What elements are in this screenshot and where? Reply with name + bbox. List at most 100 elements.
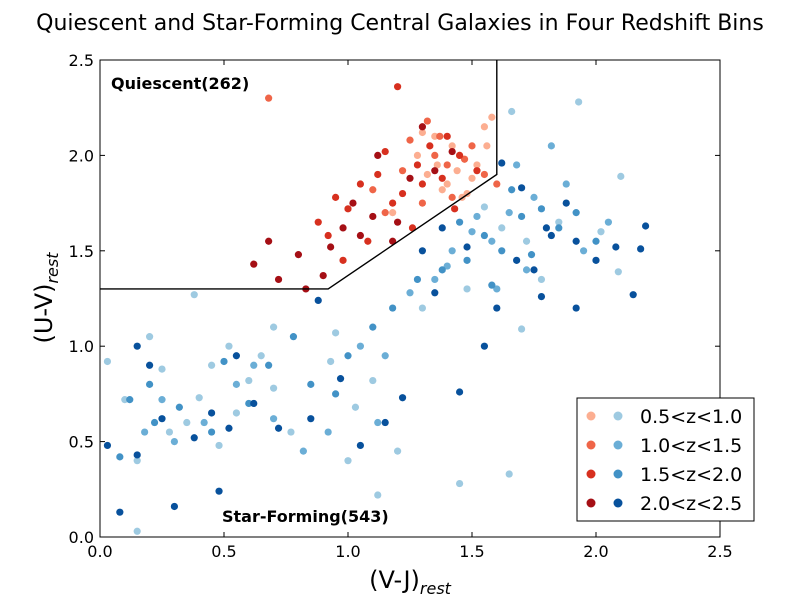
x-tick-label: 1.0 <box>335 542 360 561</box>
legend-label: 1.0<z<1.5 <box>640 435 742 457</box>
point-starforming-s1-1 <box>170 438 178 446</box>
point-starforming-s3-37 <box>537 292 546 301</box>
point-starforming-s2-21 <box>537 205 546 213</box>
point-quiescent-s2-1 <box>332 193 340 201</box>
legend-label: 0.5<z<1.0 <box>640 406 742 428</box>
point-starforming-s2-12 <box>344 352 352 360</box>
point-quiescent-s3-14 <box>349 199 357 207</box>
point-quiescent-s2-7 <box>413 161 422 169</box>
point-quiescent-s2-13 <box>364 237 372 245</box>
point-starforming-s0-21 <box>617 172 625 180</box>
point-starforming-s3-5 <box>170 502 178 511</box>
point-starforming-s0-26 <box>225 342 233 350</box>
point-starforming-s3-1 <box>116 508 124 516</box>
point-quiescent-s0-16 <box>483 142 491 150</box>
point-starforming-s3-34 <box>463 243 471 251</box>
point-starforming-s3-2 <box>133 451 141 459</box>
point-starforming-s2-22 <box>555 224 563 232</box>
point-starforming-s3-26 <box>572 237 580 245</box>
point-starforming-s1-27 <box>513 161 521 169</box>
x-tick-label: 0.5 <box>211 542 236 561</box>
point-starforming-s1-20 <box>493 285 501 293</box>
point-starforming-s2-14 <box>389 304 397 312</box>
point-quiescent-s0-10 <box>488 113 496 121</box>
point-starforming-s3-9 <box>250 399 258 408</box>
point-quiescent-s2-10 <box>456 151 464 159</box>
point-quiescent-s3-10 <box>406 174 414 182</box>
point-starforming-s1-7 <box>356 342 364 350</box>
point-starforming-s1-5 <box>299 447 307 455</box>
point-starforming-s3-17 <box>418 247 426 255</box>
legend-marker-quiescent <box>586 411 596 421</box>
point-starforming-s2-11 <box>332 390 340 398</box>
point-quiescent-s1-5 <box>443 161 451 169</box>
legend-marker-quiescent <box>586 498 596 508</box>
point-starforming-s1-23 <box>443 262 451 270</box>
point-starforming-s2-1 <box>126 396 134 404</box>
legend: 0.5<z<1.0 1.0<z<1.5 1.5<z<2.0 2.0<z<2.5 <box>576 397 755 522</box>
legend-marker-starforming <box>613 440 623 450</box>
point-starforming-s2-2 <box>146 380 154 388</box>
point-starforming-s1-24 <box>158 396 166 404</box>
x-axis-ticks: 0.0 0.5 1.0 1.5 2.0 2.5 <box>87 60 733 561</box>
legend-marker-starforming <box>613 469 623 479</box>
point-starforming-s3-0 <box>103 441 112 450</box>
point-starforming-s2-0 <box>116 453 124 461</box>
point-quiescent-s1-13 <box>460 155 469 163</box>
point-quiescent-s3-1 <box>265 237 273 245</box>
point-starforming-s2-18 <box>480 231 488 240</box>
point-starforming-s3-11 <box>307 415 315 423</box>
point-starforming-s0-10 <box>257 352 265 360</box>
legend-box <box>576 397 755 522</box>
legend-label: 2.0<z<2.5 <box>640 493 742 515</box>
x-axis-label: (V-J)rest <box>369 566 452 597</box>
x-tick-label: 2.5 <box>707 542 732 561</box>
point-starforming-s3-32 <box>547 231 555 240</box>
plot-area <box>99 59 721 538</box>
legend-marker-quiescent <box>586 440 596 450</box>
point-starforming-s2-23 <box>572 209 580 217</box>
point-starforming-s3-16 <box>398 394 407 402</box>
chart-title: Quiescent and Star-Forming Central Galax… <box>36 11 764 36</box>
point-starforming-s1-15 <box>530 193 538 201</box>
point-quiescent-s1-14 <box>436 132 444 140</box>
point-starforming-s0-18 <box>456 479 464 488</box>
point-quiescent-s2-16 <box>438 174 446 182</box>
point-starforming-s0-35 <box>597 228 605 236</box>
point-starforming-s0-13 <box>327 357 335 366</box>
point-starforming-s3-38 <box>637 245 645 253</box>
point-quiescent-s3-15 <box>327 243 335 251</box>
point-starforming-s0-9 <box>232 409 240 417</box>
point-starforming-s3-8 <box>225 424 233 432</box>
point-starforming-s0-27 <box>270 323 278 331</box>
point-quiescent-s3-2 <box>274 275 283 284</box>
point-starforming-s1-19 <box>604 218 613 226</box>
point-starforming-s3-18 <box>438 224 446 232</box>
point-starforming-s3-39 <box>146 361 154 369</box>
legend-marker-starforming <box>613 411 623 421</box>
point-quiescent-s2-18 <box>324 231 332 240</box>
point-quiescent-s2-6 <box>389 199 397 207</box>
point-starforming-s2-4 <box>175 403 183 411</box>
point-quiescent-s0-3 <box>443 180 451 188</box>
point-starforming-s0-4 <box>158 365 166 373</box>
y-tick-label: 1.0 <box>69 337 94 356</box>
point-starforming-s1-3 <box>232 380 240 388</box>
point-starforming-s1-9 <box>406 289 414 297</box>
point-starforming-s2-9 <box>289 333 298 341</box>
point-starforming-s3-27 <box>592 256 600 264</box>
point-quiescent-s3-16 <box>389 237 397 245</box>
point-starforming-s2-16 <box>438 266 446 274</box>
region-label-star-forming: Star-Forming(543) <box>222 507 389 526</box>
point-quiescent-s0-14 <box>438 186 446 194</box>
point-starforming-s3-21 <box>493 304 501 312</box>
point-quiescent-s0-11 <box>413 151 422 159</box>
point-starforming-s0-37 <box>165 428 174 436</box>
point-quiescent-s2-0 <box>314 218 322 226</box>
point-starforming-s2-20 <box>518 212 526 221</box>
point-starforming-s0-19 <box>505 470 513 478</box>
point-starforming-s3-33 <box>498 159 506 167</box>
point-starforming-s3-35 <box>431 289 439 297</box>
point-quiescent-s2-11 <box>473 167 481 175</box>
point-starforming-s0-34 <box>555 218 563 226</box>
